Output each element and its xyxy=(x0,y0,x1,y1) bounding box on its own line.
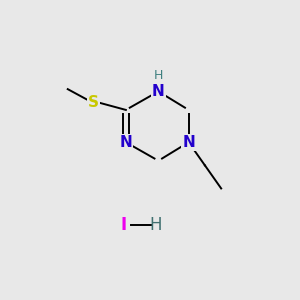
Text: S: S xyxy=(88,95,99,110)
Text: I: I xyxy=(121,216,127,234)
Text: H: H xyxy=(150,216,162,234)
Text: N: N xyxy=(182,135,195,150)
Text: N: N xyxy=(119,135,132,150)
Text: H: H xyxy=(154,69,163,82)
Text: N: N xyxy=(152,84,165,99)
